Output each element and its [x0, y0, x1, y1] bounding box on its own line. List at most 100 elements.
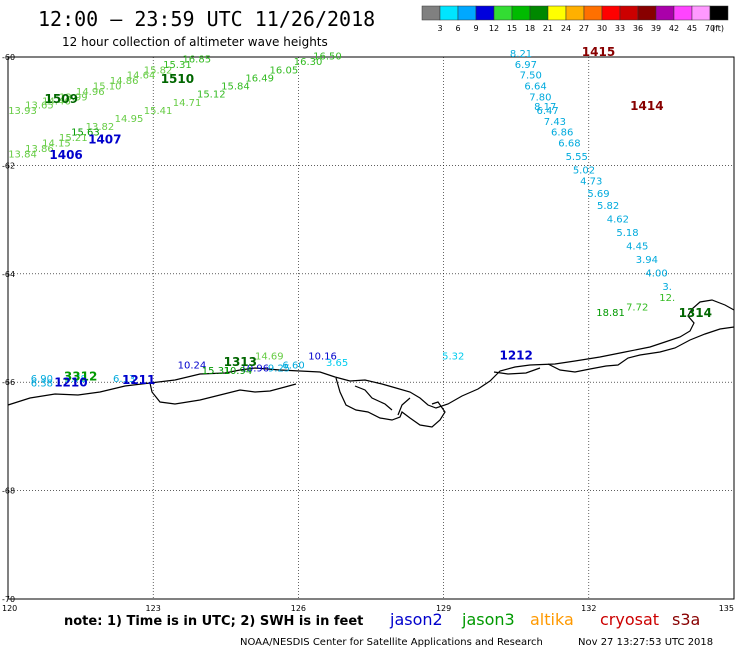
wave-height-value: 14.86: [110, 76, 139, 87]
lat-tick-label: -60: [2, 53, 15, 62]
colorbar-tick-label: 9: [473, 24, 478, 33]
map-frame: [7, 56, 735, 600]
wave-height-value: 14.15: [42, 138, 71, 149]
wave-height-value: 13.82: [86, 122, 115, 133]
colorbar-tick-label: 30: [597, 24, 607, 33]
coastline-bay-west: [149, 382, 297, 405]
coastline-peninsula: [397, 397, 411, 416]
colorbar-tick-label: 42: [669, 24, 679, 33]
wave-height-value: 16.30: [294, 57, 323, 68]
wave-height-value: 15.63: [71, 128, 100, 139]
wave-height-value: 4.00: [645, 269, 667, 280]
wave-height-value: 16.50: [313, 52, 342, 63]
wave-height-value: 14.69: [255, 351, 284, 362]
lon-tick-label: 120: [2, 604, 17, 613]
antarctic-coastline: [7, 299, 735, 409]
wave-height-value: 6.86: [551, 128, 573, 139]
wave-height-value: 6.47: [537, 106, 559, 117]
satellite-legend: jason2 jason3 altika cryosat s3a: [389, 610, 700, 629]
wave-height-value: 10.94: [224, 366, 253, 377]
wave-height-value: 15.31: [202, 366, 231, 377]
wave-height-value: 7.43: [544, 117, 566, 128]
wave-height-value: 15.31: [163, 60, 192, 71]
colorbar-tick-label: 36: [633, 24, 643, 33]
track-pass-label: 1314: [679, 306, 712, 320]
lon-tick-label: 123: [146, 604, 161, 613]
wave-height-value: 4.45: [626, 241, 648, 252]
wave-height-value: 3.: [662, 282, 672, 293]
timestamp-text: Nov 27 13:27:53 UTC 2018: [578, 637, 713, 648]
wave-height-value: 12.: [659, 293, 675, 304]
coastline-shelf-east: [547, 326, 735, 373]
wave-height-value: 6.90: [31, 374, 53, 385]
colorbar-swatch: [475, 5, 495, 21]
colorbar-swatch: [673, 5, 693, 21]
wave-height-value: 4.62: [607, 214, 629, 225]
wave-height-value: 6.97: [515, 60, 537, 71]
wave-height-value: 15.10: [93, 82, 122, 93]
colorbar-swatch: [493, 5, 513, 21]
colorbar-swatch: [709, 5, 729, 21]
track-pass-label: 1313: [224, 355, 257, 369]
satellite-legend-item: cryosat: [600, 610, 659, 629]
wave-height-value: 7.72: [626, 303, 648, 314]
wave-height-value: 15.41: [144, 106, 173, 117]
lon-tick-label: 135: [719, 604, 734, 613]
wave-height-value: 7.50: [520, 71, 542, 82]
lat-tick-label: -66: [2, 378, 15, 387]
satellite-legend-item: jason3: [461, 610, 515, 629]
lat-tick-label: -64: [2, 270, 15, 279]
colorbar-tick-label: 24: [561, 24, 571, 33]
wave-height-value: 3.65: [326, 358, 348, 369]
coastline-inlet: [354, 385, 393, 411]
wave-height-value: 5.82: [597, 201, 619, 212]
wave-height-value: 10.16: [308, 351, 337, 362]
colorbar-tick-label: 12: [489, 24, 499, 33]
wave-height-value: 3.78: [65, 374, 87, 385]
colorbar-swatch: [619, 5, 639, 21]
wave-height-value: 6.64: [524, 82, 546, 93]
map-panel: 13.9313.6514.4613.9914.9615.1014.8614.64…: [2, 45, 735, 613]
wave-height-value: 10.96: [241, 363, 270, 374]
wave-height-value: 9.25: [268, 363, 290, 374]
wave-height-value: 13.84: [8, 149, 37, 160]
wave-height-value: 14.96: [76, 87, 105, 98]
colorbar-swatch: [601, 5, 621, 21]
colorbar-tick-label: 39: [651, 24, 661, 33]
colorbar-swatch: [421, 5, 441, 21]
lon-tick-label: 132: [581, 604, 596, 613]
wave-height-value: 13.65: [25, 100, 54, 111]
colorbar-tick-label: 3: [437, 24, 442, 33]
wave-height-value: 10.24: [178, 361, 207, 372]
wave-height-value: 5.32: [442, 351, 464, 362]
colorbar-swatch: [655, 5, 675, 21]
colorbar-swatch: [439, 5, 459, 21]
track-pass-label: 1509: [45, 92, 78, 106]
colorbar-tick-label: 15: [507, 24, 517, 33]
colorbar-tick-label: 70: [705, 24, 715, 33]
colorbar-tick-label: 18: [525, 24, 535, 33]
colorbar-tick-label: 6: [455, 24, 460, 33]
wave-height-value: 8.17: [534, 102, 556, 113]
wave-height-points: 13.9313.6514.4613.9914.9615.1014.8614.64…: [8, 49, 675, 390]
track-pass-label: 1211: [122, 373, 155, 387]
track-pass-label: 1212: [499, 348, 532, 362]
wave-height-value: 14.71: [173, 98, 202, 109]
page-title: 12:00 – 23:59 UTC 11/26/2018: [38, 7, 375, 31]
wave-height-value: 13.93: [8, 106, 37, 117]
wave-height-value: 6.13: [113, 374, 135, 385]
track-pass-label: 3312: [64, 370, 97, 384]
track-pass-label: 1406: [49, 148, 82, 162]
wave-height-value: 16.49: [245, 73, 274, 84]
lon-tick-label: 126: [291, 604, 306, 613]
wave-height-value: 5.02: [573, 166, 595, 177]
wave-height-value: 15.12: [197, 90, 226, 101]
colorbar-legend: 3 6 9 12 15 18 21 24 27 30 33 36 39 42 45 70(ft): [421, 5, 729, 33]
wave-height-value: 4.73: [580, 176, 602, 187]
coastline: [7, 299, 735, 428]
wave-height-value: 7.80: [529, 92, 551, 103]
wave-height-value: 6.68: [558, 138, 580, 149]
track-pass-label: 1407: [88, 133, 121, 147]
track-pass-label: 1415: [582, 45, 615, 59]
